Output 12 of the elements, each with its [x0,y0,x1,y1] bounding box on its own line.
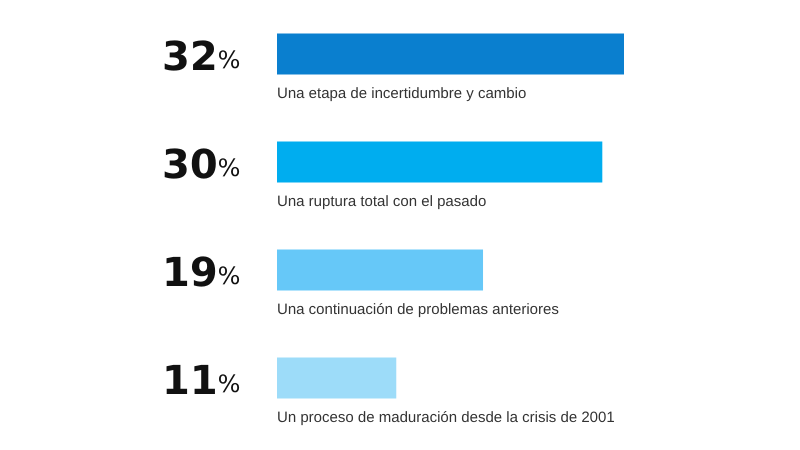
bar [277,249,484,291]
data-label: 19% [162,250,240,296]
y-tick-label: Una ruptura total con el pasado [277,193,486,210]
y-tick-label: Una etapa de incertidumbre y cambio [277,85,526,102]
y-tick-label: Una continuación de problemas anteriores [277,301,559,318]
data-label: 30% [162,142,240,188]
data-label: 11% [162,358,240,404]
data-label: 32% [162,34,240,80]
bar [277,357,396,399]
bar [277,141,602,183]
y-tick-label: Un proceso de maduración desde la crisis de 2001 [277,409,615,426]
bar [277,33,624,75]
